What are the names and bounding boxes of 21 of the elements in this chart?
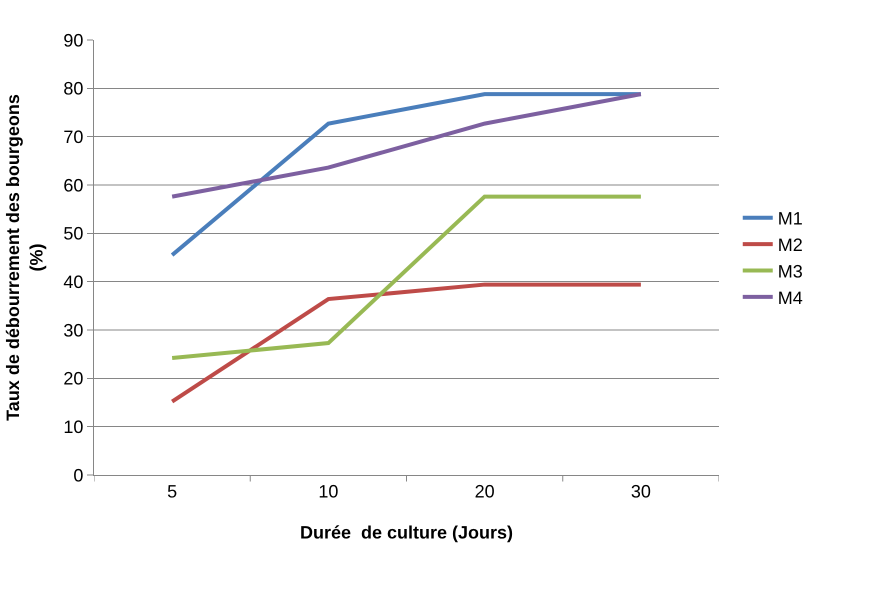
legend-label: M2	[778, 235, 803, 256]
y-tick-label: 80	[63, 78, 84, 99]
y-tick-label: 20	[63, 368, 84, 389]
y-tick-label: 0	[73, 465, 84, 486]
y-tick-label: 60	[63, 175, 84, 196]
y-tick-label: 30	[63, 320, 84, 340]
y-tick-label: 70	[63, 126, 84, 147]
x-tick-label: 5	[167, 482, 178, 502]
y-tick-label: 40	[63, 272, 84, 292]
legend-label: M1	[778, 208, 803, 229]
y-tick-label: 90	[63, 30, 84, 50]
x-tick-label: 10	[318, 482, 338, 502]
x-tick-label: 30	[630, 482, 651, 502]
y-tick-label: 10	[63, 416, 84, 437]
y-tick-label: 50	[63, 224, 84, 244]
x-tick-label: 20	[474, 482, 495, 502]
x-axis-title: Durée de culture (Jours)	[300, 522, 514, 543]
y-axis-title: Taux de débourrement des bourgeons (%)	[3, 94, 47, 421]
legend-label: M4	[778, 288, 803, 308]
line-series	[170, 92, 643, 199]
legend-label: M3	[778, 262, 803, 282]
